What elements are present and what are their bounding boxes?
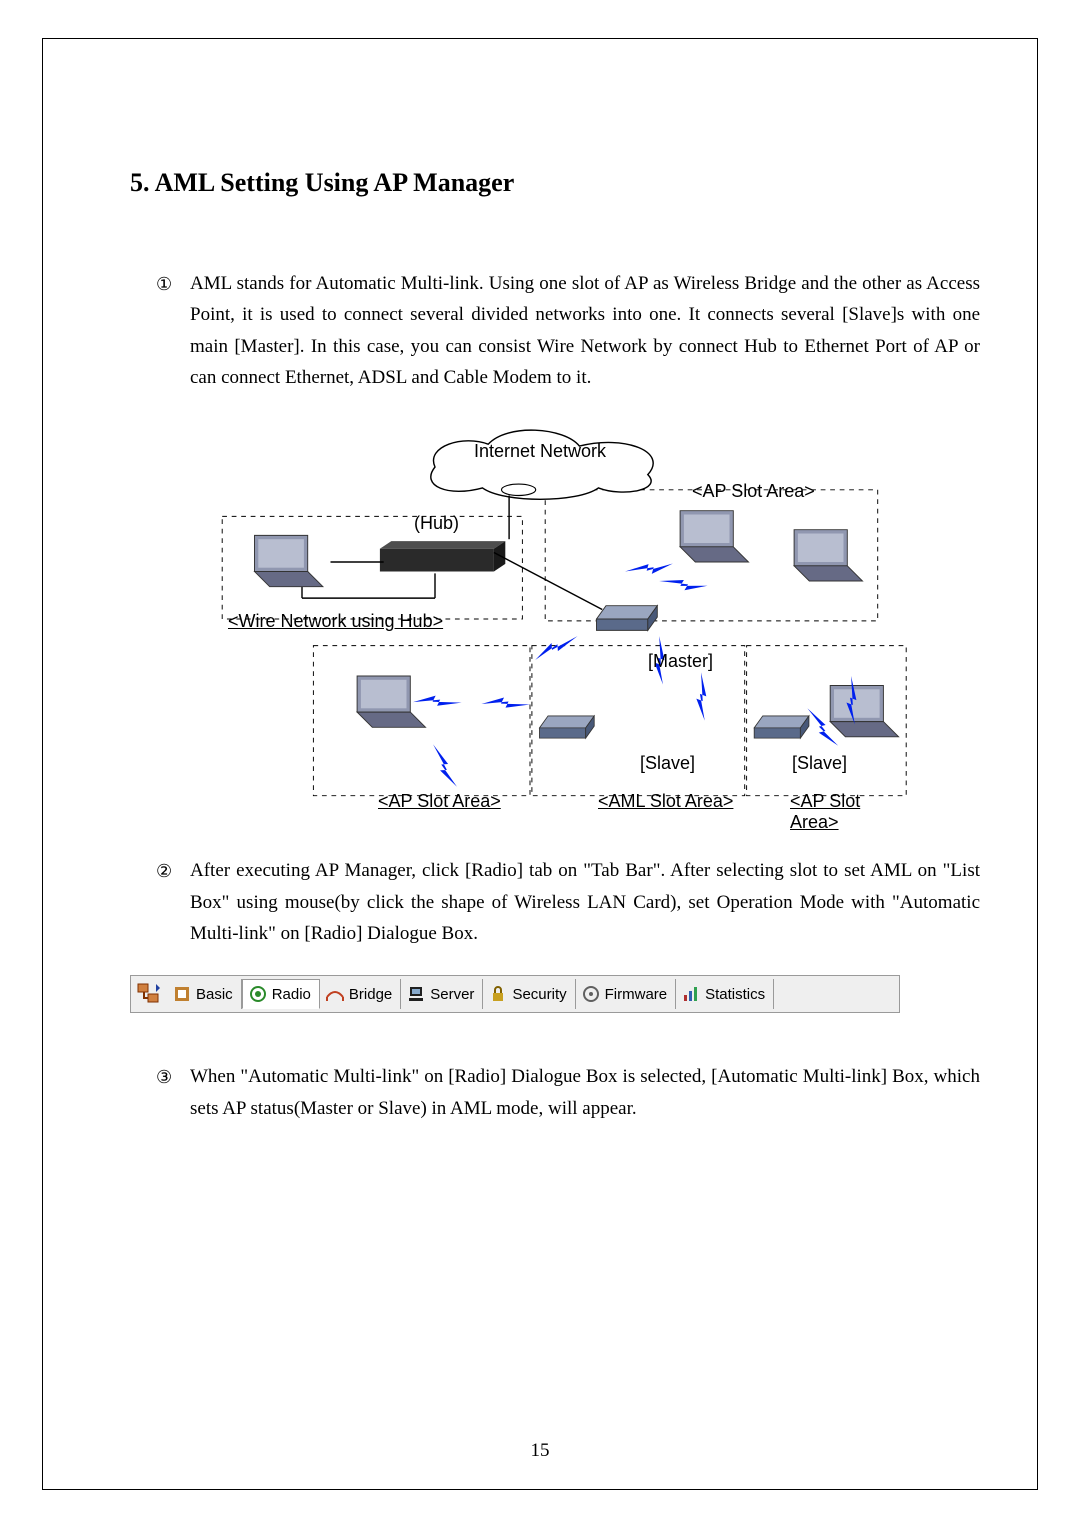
label-aml-slot: <AML Slot Area> [598,791,733,812]
tab-basic[interactable]: Basic [167,979,242,1009]
paragraph-3: ③ When "Automatic Multi-link" on [Radio]… [190,1061,980,1124]
tab-radio-label: Radio [272,986,311,1003]
firmware-icon [582,985,600,1003]
tab-statistics[interactable]: Statistics [676,979,774,1009]
paragraph-2: ② After executing AP Manager, click [Rad… [190,855,980,949]
label-slave-r: [Slave] [792,753,847,774]
server-icon [407,985,425,1003]
label-internet: Internet Network [474,441,606,462]
tab-security-label: Security [512,986,566,1003]
label-slave-l: [Slave] [640,753,695,774]
label-ap-slot-top: <AP Slot Area> [692,481,815,502]
section-heading: 5. AML Setting Using AP Manager [130,168,980,198]
tab-firmware[interactable]: Firmware [576,979,677,1009]
radio-icon [249,985,267,1003]
tab-basic-label: Basic [196,986,233,1003]
tab-bridge-label: Bridge [349,986,392,1003]
security-icon [489,985,507,1003]
list-marker-3: ③ [156,1063,172,1093]
basic-icon [173,985,191,1003]
list-marker-2: ② [156,857,172,887]
label-hub: (Hub) [414,513,459,534]
tab-statistics-label: Statistics [705,986,765,1003]
list-marker-1: ① [156,270,172,300]
tab-security[interactable]: Security [483,979,575,1009]
label-ap-slot-br: <AP Slot Area> [790,791,910,833]
label-master: [Master] [648,651,713,672]
tab-bridge[interactable]: Bridge [320,979,401,1009]
network-diagram: Internet Network (Hub) <Wire Network usi… [150,419,910,819]
tabbar-leading-icon [131,976,167,1012]
label-wire-area: <Wire Network using Hub> [228,611,443,632]
page-content: 5. AML Setting Using AP Manager ① AML st… [130,168,980,1150]
tab-server-label: Server [430,986,474,1003]
tab-radio[interactable]: Radio [242,979,320,1009]
paragraph-1: ① AML stands for Automatic Multi-link. U… [190,268,980,393]
tab-server[interactable]: Server [401,979,483,1009]
bridge-icon [326,985,344,1003]
paragraph-1-text: AML stands for Automatic Multi-link. Usi… [190,273,980,388]
paragraph-3-text: When "Automatic Multi-link" on [Radio] D… [190,1066,980,1118]
page-number: 15 [0,1440,1080,1462]
label-ap-slot-bl: <AP Slot Area> [378,791,501,812]
tab-bar: Basic Radio Bridge Server Security Firmw… [130,975,900,1013]
paragraph-2-text: After executing AP Manager, click [Radio… [190,860,980,944]
tab-firmware-label: Firmware [605,986,668,1003]
statistics-icon [682,985,700,1003]
